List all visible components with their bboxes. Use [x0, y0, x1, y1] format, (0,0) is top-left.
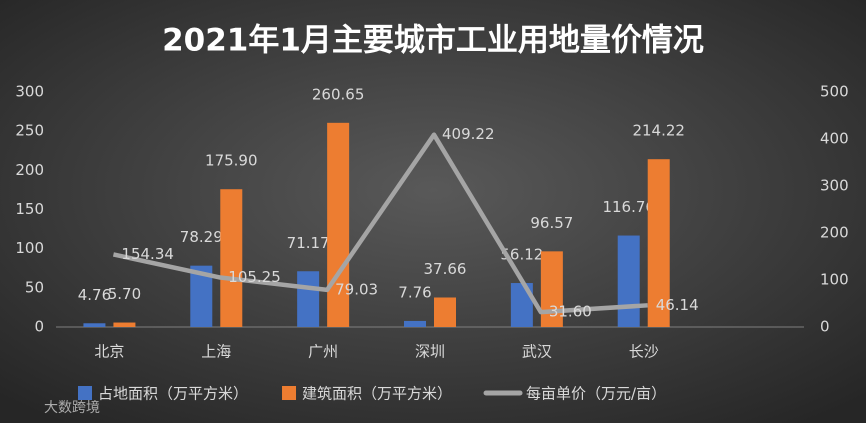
data-label: 116.76 — [602, 198, 655, 216]
data-label: 37.66 — [424, 260, 467, 278]
x-tick-label: 上海 — [201, 343, 231, 361]
bar — [404, 320, 426, 327]
bar — [190, 265, 213, 327]
data-label: 260.65 — [312, 85, 365, 103]
legend-swatch — [282, 386, 297, 400]
x-tick-label: 长沙 — [629, 343, 659, 361]
chart-title: 2021年1月主要城市工业用地量价情况 — [162, 23, 704, 59]
data-label: 4.76 — [78, 286, 111, 304]
x-tick-label: 武汉 — [522, 343, 552, 361]
x-tick-label: 北京 — [94, 343, 124, 361]
data-label: 71.17 — [287, 234, 330, 252]
y2-tick-label: 200 — [820, 224, 849, 242]
y-tick-label: 250 — [15, 122, 44, 140]
data-label: 214.22 — [632, 122, 685, 140]
y-tick-label: 150 — [15, 200, 44, 218]
data-label: 7.76 — [398, 283, 431, 301]
y-tick-label: 200 — [15, 161, 44, 179]
bar — [113, 322, 136, 327]
y2-tick-label: 100 — [820, 271, 849, 289]
y2-tick-label: 400 — [820, 130, 849, 148]
bar — [434, 297, 456, 327]
data-label: 96.57 — [530, 214, 573, 232]
data-label: 5.70 — [108, 285, 141, 303]
data-label: 46.14 — [656, 296, 699, 314]
legend-label: 占地面积（万平方米） — [98, 385, 248, 403]
x-tick-label: 深圳 — [415, 343, 445, 361]
legend-swatch — [78, 386, 92, 400]
data-label: 105.25 — [228, 268, 280, 286]
x-tick-label: 广州 — [308, 343, 338, 361]
watermark: 大数跨境 — [44, 400, 100, 416]
bar — [220, 189, 243, 327]
data-label: 78.29 — [180, 228, 223, 246]
line — [112, 132, 648, 315]
bar — [647, 159, 670, 327]
data-label: 79.03 — [335, 280, 378, 298]
bar — [327, 122, 350, 328]
data-label: 409.22 — [442, 125, 495, 143]
y-tick-label: 50 — [25, 278, 44, 296]
data-label: 175.90 — [205, 152, 258, 170]
bar — [540, 251, 563, 327]
legend-label: 建筑面积（万平方米） — [302, 385, 452, 403]
bar — [297, 271, 320, 327]
bar — [617, 235, 640, 327]
bar — [83, 323, 106, 327]
y-tick-label: 300 — [15, 83, 44, 101]
y2-tick-label: 300 — [820, 177, 849, 195]
y2-tick-label: 0 — [820, 318, 830, 336]
y-tick-label: 100 — [15, 239, 44, 257]
y-tick-label: 0 — [34, 318, 44, 336]
y2-tick-label: 500 — [820, 83, 849, 101]
legend-label: 每亩单价（万元/亩） — [526, 385, 666, 403]
data-label: 31.60 — [549, 303, 592, 321]
data-label: 154.34 — [121, 245, 174, 263]
